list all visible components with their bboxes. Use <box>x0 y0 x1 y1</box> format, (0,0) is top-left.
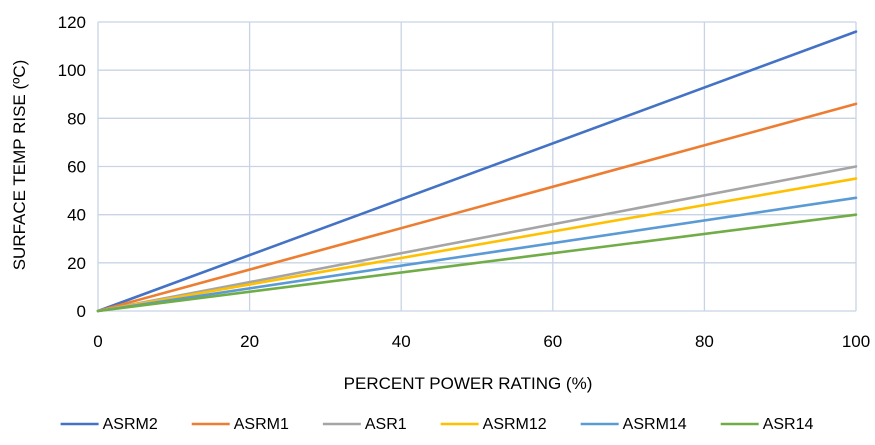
legend-item-asr14: ASR14 <box>720 416 814 433</box>
legend-label: ASRM1 <box>234 416 289 433</box>
y-tick-label: 0 <box>77 302 86 321</box>
legend-label: ASRM12 <box>483 416 547 433</box>
y-tick-label: 80 <box>67 109 86 128</box>
legend-item-asr1: ASR1 <box>322 416 407 433</box>
tick-labels: 0 20 40 60 80 100 120 0 20 40 60 80 100 <box>58 13 871 351</box>
legend-label: ASRM14 <box>623 416 687 433</box>
legend-label: ASR14 <box>763 416 814 433</box>
series-line-asrm2 <box>96 30 858 313</box>
y-tick-label: 20 <box>67 254 86 273</box>
x-tick-label: 40 <box>392 332 411 351</box>
legend-item-asrm2: ASRM2 <box>60 416 158 433</box>
y-axis-title: SURFACE TEMP RISE (ºC) <box>10 60 29 271</box>
legend-item-asrm1: ASRM1 <box>191 416 289 433</box>
series-line-asrm12 <box>96 177 858 313</box>
legend-item-asrm14: ASRM14 <box>580 416 687 433</box>
legend: ASRM2 ASRM1 ASR1 ASRM12 ASRM14 ASR14 <box>60 416 814 433</box>
legend-label: ASR1 <box>365 416 407 433</box>
y-tick-label: 100 <box>58 61 86 80</box>
series-line-asrm1 <box>96 102 858 313</box>
x-tick-label: 80 <box>695 332 714 351</box>
x-tick-label: 20 <box>240 332 259 351</box>
y-tick-label: 120 <box>58 13 86 32</box>
y-tick-label: 40 <box>67 206 86 225</box>
series-line-asr1 <box>96 165 858 313</box>
series-lines <box>96 30 858 313</box>
x-tick-label: 0 <box>93 332 102 351</box>
y-tick-label: 60 <box>67 158 86 177</box>
x-axis-title: PERCENT POWER RATING (%) <box>344 374 593 393</box>
legend-item-asrm12: ASRM12 <box>440 416 547 433</box>
x-tick-label: 60 <box>543 332 562 351</box>
series-line-asrm14 <box>96 196 858 313</box>
series-line-asr14 <box>96 213 858 313</box>
grid <box>97 21 857 312</box>
x-tick-label: 100 <box>842 332 870 351</box>
legend-label: ASRM2 <box>103 416 158 433</box>
